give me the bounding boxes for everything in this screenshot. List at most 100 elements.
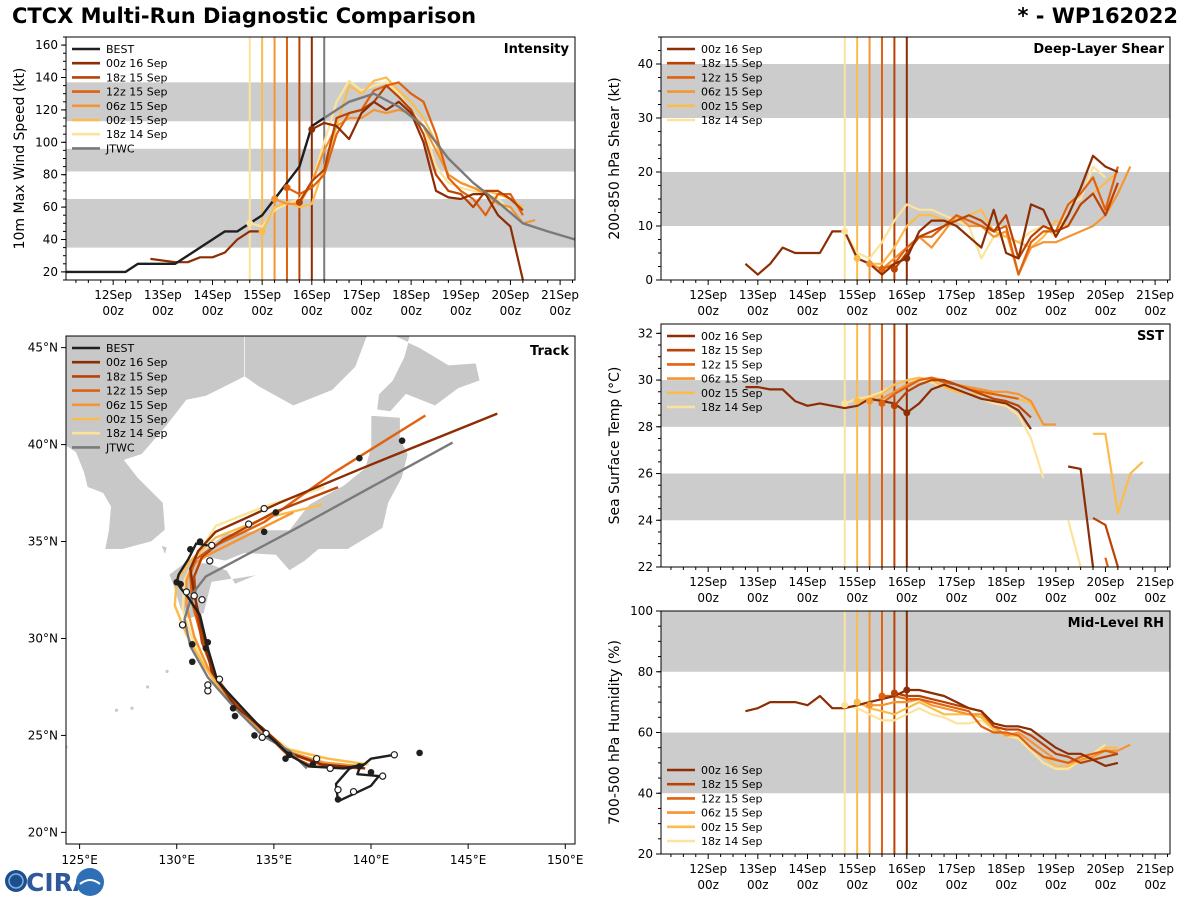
y-tick-label: 22 bbox=[638, 560, 653, 574]
x-tick-label: 13Sep bbox=[739, 575, 777, 589]
track-point-filled bbox=[229, 704, 237, 712]
x-tick-label: 18Sep bbox=[987, 575, 1025, 589]
series-line-18z-15-sep bbox=[893, 182, 1119, 270]
legend-label: 12z 15 Sep bbox=[106, 385, 168, 398]
island bbox=[130, 706, 134, 710]
series-line-jtwc bbox=[323, 92, 575, 241]
x-tick-label: 14Sep bbox=[194, 288, 232, 302]
y-tick-label: 45°N bbox=[28, 341, 58, 355]
y-tick-label: 25°N bbox=[28, 728, 58, 742]
x-tick-label: 19Sep bbox=[1037, 288, 1075, 302]
legend-label: 12z 15 Sep bbox=[701, 792, 763, 805]
legend-label: BEST bbox=[106, 342, 134, 355]
x-tick-label: 00z bbox=[797, 591, 819, 605]
island bbox=[165, 669, 169, 674]
init-marker bbox=[878, 399, 886, 407]
x-tick-label: 00z bbox=[946, 878, 968, 892]
y-tick-label: 80 bbox=[43, 168, 58, 182]
x-tick-label: 00z bbox=[995, 304, 1017, 318]
x-tick-label: 00z bbox=[896, 591, 918, 605]
y-tick-label: 10 bbox=[638, 219, 653, 233]
track-point-open bbox=[198, 595, 206, 604]
land bbox=[160, 544, 168, 557]
legend-label: JTWC bbox=[105, 441, 135, 454]
track-point-open bbox=[178, 621, 187, 629]
init-marker bbox=[866, 701, 874, 709]
y-tick-label: 60 bbox=[638, 726, 653, 740]
x-tick-label: 00z bbox=[1144, 591, 1166, 605]
legend-label: 12z 15 Sep bbox=[701, 358, 763, 371]
track-point-filled bbox=[272, 509, 280, 516]
x-tick-label: 17Sep bbox=[938, 575, 976, 589]
x-tick-label: 21Sep bbox=[541, 288, 579, 302]
y-tick-label: 20 bbox=[638, 847, 653, 861]
x-tick-label: 18Sep bbox=[987, 862, 1025, 876]
track-point-filled bbox=[204, 639, 212, 646]
legend-label: 12z 15 Sep bbox=[106, 86, 168, 99]
legend-label: 18z 14 Sep bbox=[106, 427, 168, 440]
y-tick-label: 20 bbox=[638, 165, 653, 179]
series-line-00z-15-sep-b bbox=[1093, 432, 1144, 515]
y-tick-label: 40 bbox=[638, 57, 653, 71]
x-tick-label: 00z bbox=[251, 304, 273, 318]
x-tick-label: 00z bbox=[1095, 878, 1117, 892]
init-marker bbox=[841, 227, 849, 235]
x-tick-label: 19Sep bbox=[442, 288, 480, 302]
x-tick-label: 00z bbox=[1144, 878, 1166, 892]
y-tick-label: 60 bbox=[43, 200, 58, 214]
shear-panel: 0 10 20 30 40 12Sep 00z 13Sep 00z 14Sep 00z 15Sep 00… bbox=[607, 36, 1174, 318]
x-tick-label: 14Sep bbox=[789, 288, 827, 302]
series-line-18z-14-sep bbox=[844, 704, 1107, 771]
x-tick-label: 16Sep bbox=[888, 862, 926, 876]
series-line-00z-16-sep bbox=[744, 154, 1119, 276]
track-panel: 125°E 130°E 135°E 140°E 145°E 150°E 20°N 25°N 30… bbox=[28, 335, 584, 867]
satellite-icon bbox=[76, 868, 104, 896]
x-tick-label: 00z bbox=[500, 304, 522, 318]
x-tick-label: 00z bbox=[1095, 304, 1117, 318]
x-tick-label: 00z bbox=[301, 304, 323, 318]
legend-label: 00z 16 Sep bbox=[701, 764, 763, 777]
y-axis-label: Sea Surface Temp (°C) bbox=[607, 367, 623, 525]
x-tick-label: 20Sep bbox=[1086, 862, 1124, 876]
series-line-12z-15-sep bbox=[882, 694, 1119, 764]
init-marker bbox=[841, 399, 849, 407]
plot-area bbox=[661, 37, 1170, 280]
y-tick-label: 160 bbox=[35, 38, 58, 52]
panel-title: Mid-Level RH bbox=[1068, 616, 1164, 631]
y-axis-label: 10m Max Wind Speed (kt) bbox=[12, 68, 28, 250]
y-tick-label: 30 bbox=[638, 111, 653, 125]
island bbox=[145, 685, 150, 689]
x-tick-label: 145°E bbox=[450, 853, 487, 867]
legend-label: 00z 16 Sep bbox=[106, 57, 168, 70]
x-tick-label: 15Sep bbox=[838, 862, 876, 876]
x-tick-label: 135°E bbox=[256, 853, 293, 867]
track-point-filled bbox=[188, 658, 196, 666]
init-marker bbox=[890, 265, 898, 273]
x-tick-label: 00z bbox=[846, 304, 868, 318]
x-tick-label: 20Sep bbox=[491, 288, 529, 302]
legend-label: 00z 15 Sep bbox=[701, 387, 763, 400]
shade-band bbox=[661, 473, 1170, 521]
series-line-best bbox=[66, 116, 325, 274]
y-axis-label: 700-500 hPa Humidity (%) bbox=[607, 640, 623, 825]
track-point-open bbox=[312, 754, 321, 763]
series-line-18z-14-sep-b bbox=[1067, 520, 1082, 567]
x-tick-label: 00z bbox=[797, 878, 819, 892]
legend-label: JTWC bbox=[105, 142, 135, 155]
y-tick-label: 0 bbox=[645, 273, 653, 287]
legend-label: 18z 14 Sep bbox=[701, 401, 763, 414]
plot-area bbox=[661, 324, 1170, 567]
y-tick-label: 100 bbox=[35, 135, 58, 149]
x-tick-label: 13Sep bbox=[144, 288, 182, 302]
x-tick-label: 15Sep bbox=[838, 288, 876, 302]
track-point-filled bbox=[196, 538, 204, 545]
init-marker bbox=[841, 701, 849, 709]
land bbox=[244, 336, 368, 407]
track-point-open bbox=[349, 787, 358, 796]
x-tick-label: 00z bbox=[747, 878, 769, 892]
init-marker bbox=[258, 227, 266, 235]
x-tick-label: 00z bbox=[549, 304, 571, 318]
x-tick-label: 17Sep bbox=[343, 288, 381, 302]
track-point-open bbox=[204, 681, 212, 689]
